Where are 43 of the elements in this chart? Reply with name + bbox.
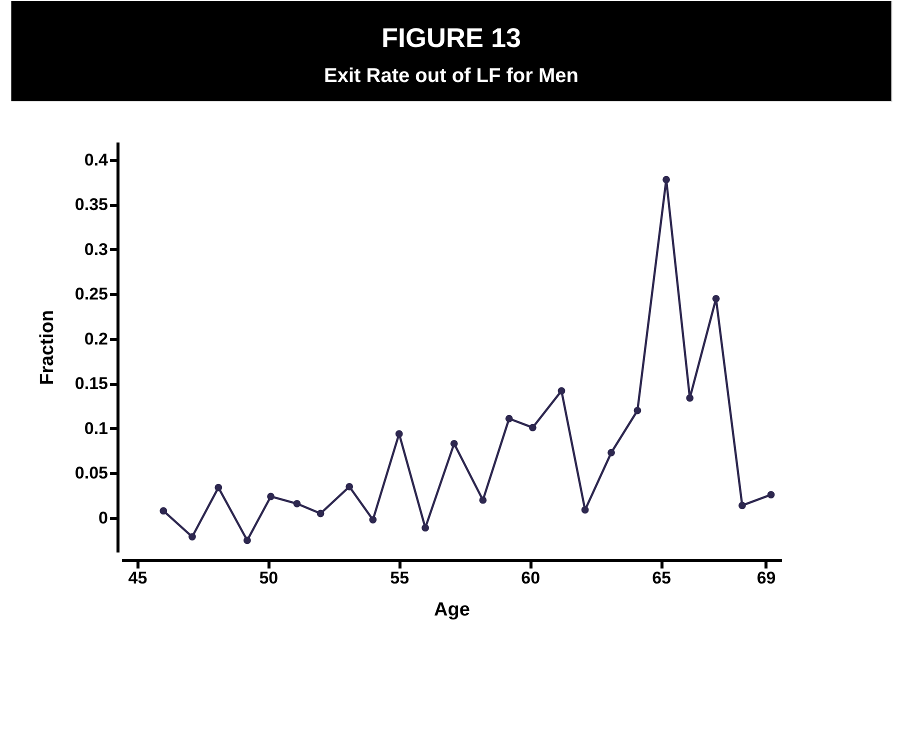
x-tick-label: 55 [390,568,410,588]
point [267,492,274,500]
point [528,424,536,432]
point [505,414,513,422]
y-tick-label: 0.3 [84,240,108,259]
point [686,394,694,402]
point [160,507,168,515]
point [188,533,196,540]
point [581,506,589,514]
point [369,516,377,524]
y-tick-label: 0.15 [74,374,108,394]
y-tick-label: 0.4 [84,150,109,170]
x-tick-label: 65 [652,568,671,588]
point [395,430,403,438]
point [608,448,615,456]
x-tick-label: 50 [259,568,278,588]
y-tick-label: 0.25 [74,284,108,304]
x-tick-label: 60 [521,568,540,588]
x-axis-title: Age [434,600,470,620]
y-tick-label: 0.2 [84,329,108,348]
point [479,496,487,504]
x-tick-label: 45 [128,568,148,588]
point [662,176,670,184]
point [738,502,746,510]
y-tick-label: 0.35 [74,195,108,214]
chart-title: FIGURE 13 [381,23,522,53]
point [293,500,301,508]
point [244,536,251,544]
chart-subtitle: Exit Rate out of LF for Men [324,65,578,87]
y-tick-label: 0.05 [74,464,108,483]
point [450,440,458,448]
point [214,484,222,492]
point [316,510,324,518]
point [346,482,354,490]
point [558,387,566,395]
y-tick-label: 0.1 [84,418,108,438]
x-tick-label: 69 [756,568,776,588]
point [712,294,720,302]
point [422,524,430,532]
point [767,491,775,498]
y-tick-label: 0 [98,508,108,528]
point [634,406,642,414]
y-axis-title: Fraction [36,310,58,385]
